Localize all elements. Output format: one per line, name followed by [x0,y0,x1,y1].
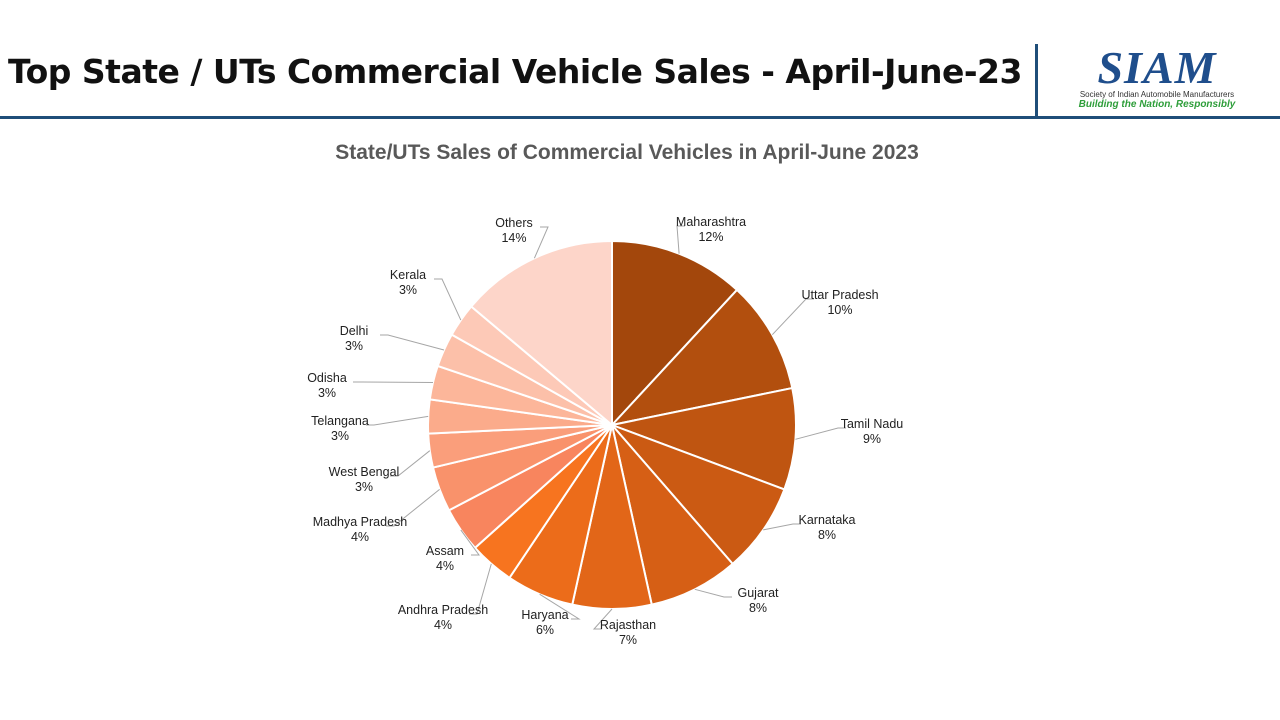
leader-line-odisha [353,381,434,383]
data-label-telangana: Telangana 3% [311,414,369,443]
pie-slice-uttar-pradesh [609,288,794,427]
logo-tagline: Building the Nation, Responsibly [1078,99,1236,110]
data-label-kerala: Kerala 3% [390,268,426,297]
data-label-west-bengal: West Bengal 3% [329,465,400,494]
data-label-haryana: Haryana 6% [521,608,568,637]
leader-line-rajasthan [592,608,613,630]
leader-line-assam [460,529,480,556]
siam-logo: SIAM Society of Indian Automobile Manufa… [1072,44,1242,116]
data-label-andhra-pradesh: Andhra Pradesh 4% [398,603,488,632]
header-rule [0,116,1280,119]
slide-title: Top State / UTs Commercial Vehicle Sales… [8,52,1022,91]
leader-line-andhra-pradesh [469,563,492,615]
data-label-tamil-nadu: Tamil Nadu 9% [841,417,904,446]
leader-line-delhi [380,334,445,351]
leader-line-west-bengal [390,450,431,477]
pie-slice-maharashtra [611,239,739,428]
leader-line-gujarat [694,588,732,598]
chart-title: State/UTs Sales of Commercial Vehicles i… [335,141,919,164]
pie-slice-others [469,239,613,428]
data-label-karnataka: Karnataka 8% [799,513,856,542]
logo-wordmark: SIAM [1097,42,1217,93]
data-label-delhi: Delhi 3% [340,324,369,353]
data-label-assam: Assam 4% [426,544,464,573]
data-label-madhya-pradesh: Madhya Pradesh 4% [313,515,408,544]
leader-line-uttar-pradesh [771,298,814,336]
data-label-others: Others 14% [495,216,533,245]
data-label-maharashtra: Maharashtra 12% [676,215,746,244]
data-label-gujarat: Gujarat 8% [738,586,780,615]
leader-line-madhya-pradesh [386,489,440,527]
data-label-odisha: Odisha 3% [307,371,347,400]
leader-line-kerala [434,278,462,321]
leader-line-karnataka [763,523,801,531]
data-label-rajasthan: Rajasthan 7% [600,618,656,647]
logo-divider [1035,44,1038,118]
leader-line-others [533,226,549,259]
leader-line-telangana [366,415,429,426]
data-label-uttar-pradesh: Uttar Pradesh 10% [801,288,878,317]
leader-line-maharashtra [676,225,685,254]
leader-line-tamil-nadu [795,427,846,440]
logo-subtitle: Society of Indian Automobile Manufacture… [1079,90,1235,99]
pie-slice-karnataka [611,424,786,566]
leader-line-haryana [539,593,581,620]
